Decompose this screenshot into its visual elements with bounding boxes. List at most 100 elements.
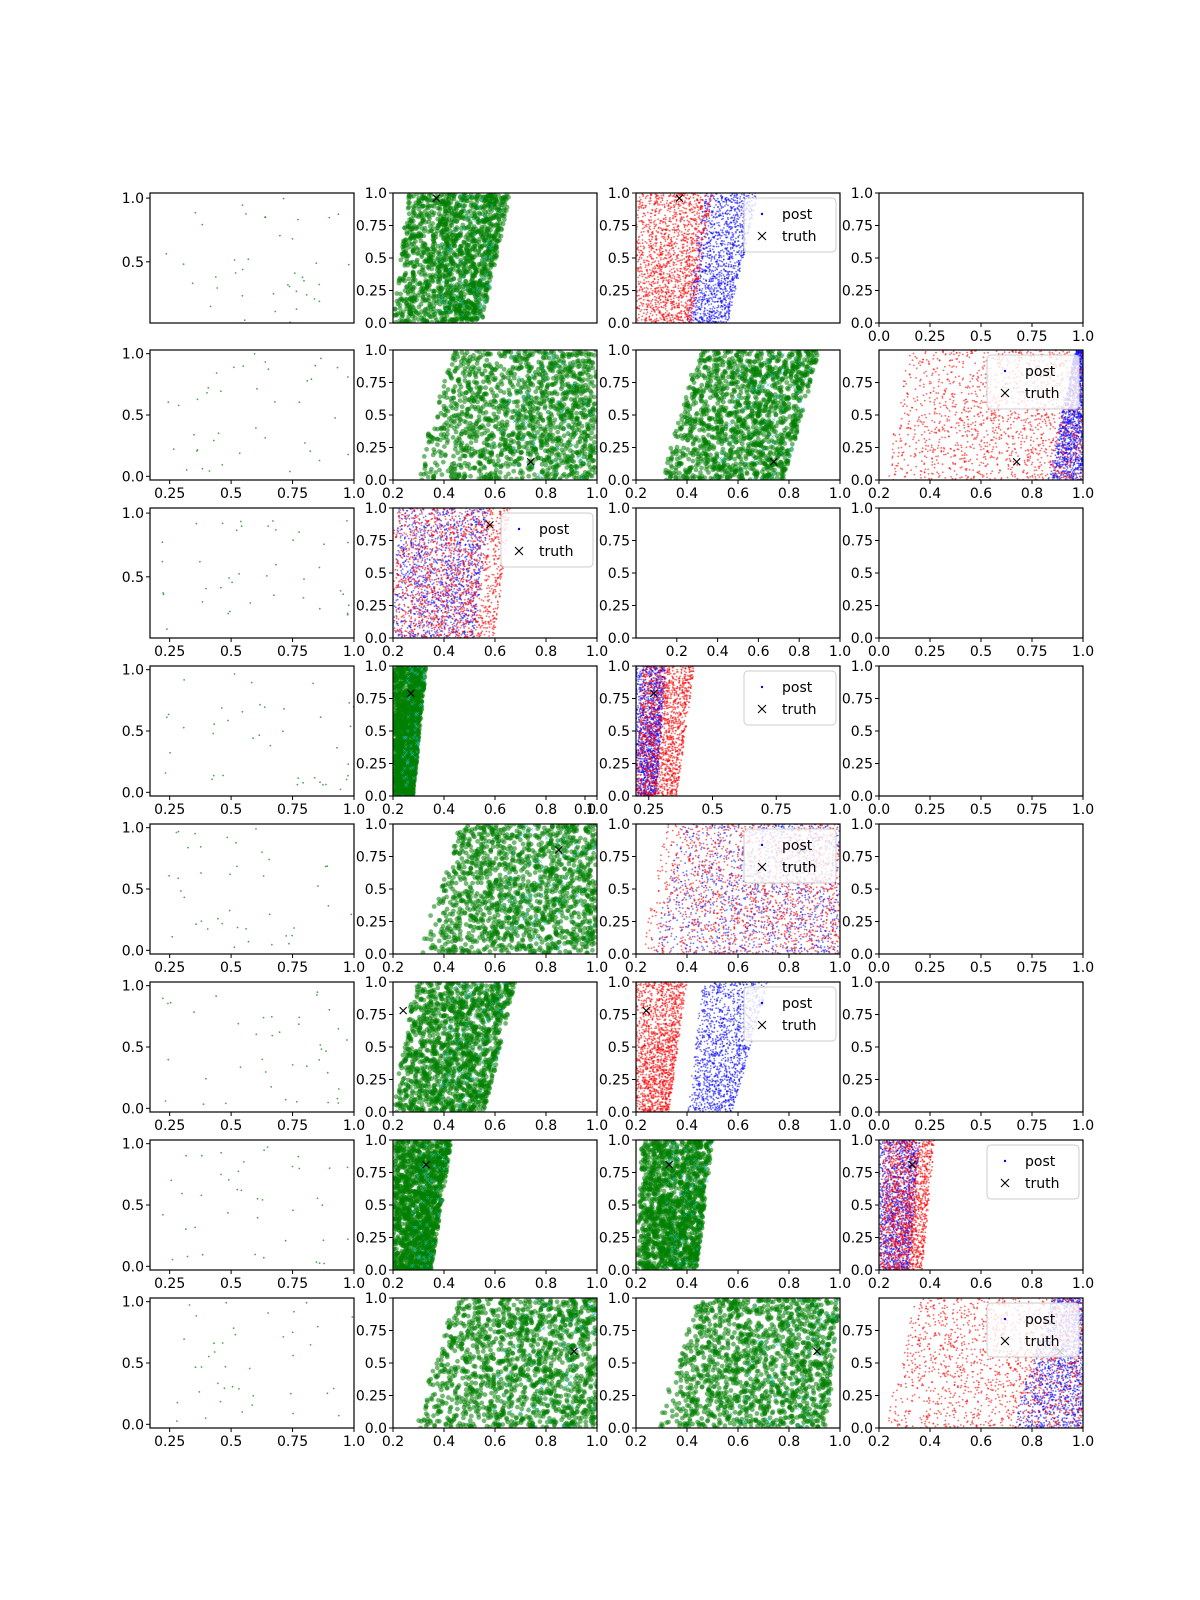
- post-point: [669, 256, 671, 258]
- data-point: [336, 366, 339, 369]
- post-point: [713, 320, 716, 323]
- post-point: [696, 308, 699, 311]
- post-point: [742, 251, 745, 254]
- post-point: [657, 262, 660, 265]
- post-point: [654, 211, 657, 213]
- post-point: [688, 275, 691, 277]
- post-point: [720, 287, 723, 290]
- post-point: [726, 253, 729, 256]
- post-point: [701, 288, 704, 290]
- post-point: [739, 245, 742, 248]
- post-point: [700, 249, 702, 252]
- post-point: [676, 296, 678, 299]
- post-point: [655, 248, 658, 251]
- post-point: [689, 293, 691, 295]
- post-point: [451, 276, 456, 281]
- post-point: [712, 284, 715, 287]
- post-point: [403, 237, 409, 243]
- post-point: [696, 300, 699, 303]
- prior-marker: ×: [458, 193, 463, 200]
- subplot-r0c1: ××××××××××××××××××××××××××××××××××××××××…: [356, 186, 598, 332]
- prior-marker: ×: [485, 243, 490, 250]
- post-point: [641, 288, 643, 291]
- post-point: [719, 242, 722, 245]
- post-point: [465, 195, 471, 201]
- post-point: [718, 259, 721, 262]
- post-point: [736, 202, 739, 205]
- post-point: [682, 252, 684, 255]
- post-point: [713, 258, 716, 260]
- post-point: [739, 259, 742, 262]
- post-point: [662, 237, 665, 240]
- post-point: [728, 231, 731, 234]
- post-point: [730, 239, 733, 241]
- prior-marker: ×: [454, 228, 459, 235]
- post-point: [667, 254, 670, 256]
- post-point: [714, 234, 717, 237]
- post-point: [718, 252, 721, 255]
- post-point: [730, 252, 732, 255]
- post-point: [646, 311, 649, 314]
- post-point: [698, 241, 700, 244]
- post-point: [704, 243, 707, 246]
- post-point: [699, 244, 702, 247]
- post-point: [680, 301, 683, 303]
- post-point: [500, 221, 506, 227]
- post-point: [716, 210, 718, 213]
- post-point: [651, 261, 654, 264]
- post-point: [708, 254, 711, 257]
- post-point: [670, 202, 673, 205]
- post-point: [643, 259, 645, 262]
- post-point: [463, 268, 469, 274]
- post-point: [664, 228, 667, 231]
- post-point: [722, 274, 725, 276]
- post-point: [642, 230, 645, 233]
- post-point: [419, 271, 424, 277]
- post-point: [697, 194, 700, 197]
- prior-marker: ×: [482, 213, 487, 220]
- post-point: [676, 269, 679, 272]
- post-point: [654, 299, 657, 301]
- y-tick-label: 1.0: [122, 347, 144, 363]
- post-point: [660, 243, 663, 246]
- post-point: [636, 318, 639, 320]
- post-point: [720, 205, 723, 208]
- post-point: [721, 305, 724, 308]
- post-point: [695, 256, 697, 259]
- post-point: [731, 279, 734, 282]
- post-point: [688, 280, 690, 283]
- post-point: [740, 256, 743, 259]
- data-point: [274, 310, 277, 313]
- post-point: [733, 194, 736, 197]
- y-tick-label: 0.5: [365, 251, 387, 267]
- post-point: [733, 249, 735, 252]
- post-point: [698, 267, 701, 270]
- post-point: [645, 293, 647, 296]
- post-point: [473, 238, 478, 244]
- post-point: [705, 227, 707, 230]
- post-point: [657, 319, 660, 322]
- post-point: [422, 208, 428, 214]
- post-point: [701, 220, 703, 223]
- post-point: [666, 286, 669, 289]
- post-point: [712, 245, 715, 248]
- post-point: [651, 314, 654, 317]
- post-point: [429, 319, 435, 323]
- post-point: [638, 196, 641, 199]
- post-point: [713, 275, 716, 278]
- post-point: [682, 223, 685, 226]
- post-point: [701, 211, 704, 213]
- post-point: [691, 283, 693, 286]
- y-tick-label: 1.0: [851, 186, 873, 202]
- post-point: [686, 318, 689, 321]
- post-point: [719, 204, 722, 207]
- post-point: [682, 234, 685, 237]
- prior-marker: ×: [466, 194, 471, 201]
- post-point: [716, 238, 719, 241]
- legend-truth-marker: [757, 231, 767, 241]
- post-point: [738, 205, 741, 207]
- post-point: [708, 284, 711, 286]
- data-point: [289, 470, 291, 473]
- post-point: [708, 256, 710, 259]
- post-point: [730, 264, 733, 266]
